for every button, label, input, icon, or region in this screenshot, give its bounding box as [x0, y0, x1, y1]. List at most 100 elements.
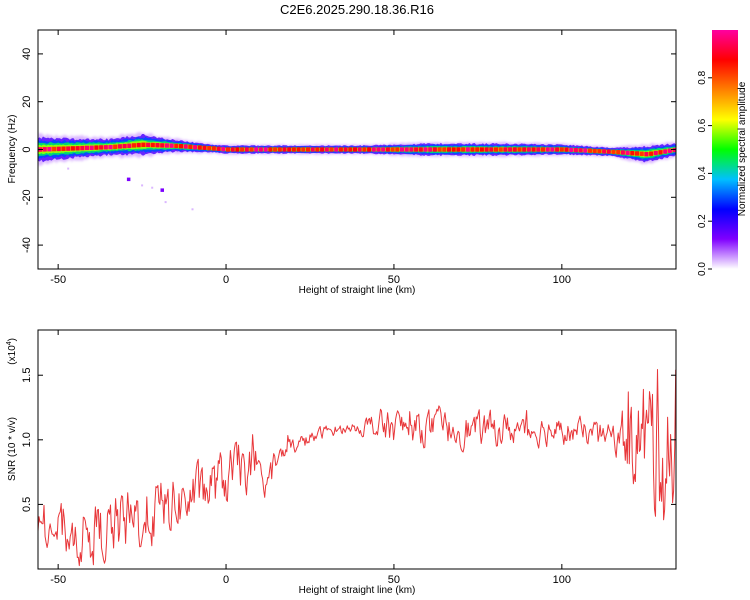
spectrogram-ridge-cell — [353, 147, 357, 152]
spectrogram-ridge-cell — [164, 143, 169, 148]
spectrogram-ridge-cell — [146, 142, 151, 148]
spectrogram-ridge-cell — [197, 145, 202, 150]
spectrogram-ridge-cell — [635, 151, 639, 156]
spectrogram-x-tick-label: 50 — [388, 274, 400, 286]
spectrogram-outlier-point — [160, 188, 164, 192]
spectrogram-ridge-cell — [639, 151, 644, 156]
spectrogram-ridge-cell — [494, 147, 498, 152]
snr-series-line — [38, 369, 676, 567]
spectrogram-ridge-cell — [85, 145, 89, 151]
spectrogram-ridge-cell — [240, 147, 245, 152]
spectrogram-ridge-cell — [160, 143, 165, 148]
spectrogram-y-tick-label: 20 — [21, 96, 33, 108]
spectrogram-ridge-cell — [306, 147, 310, 152]
snr-x-tick-label: 100 — [553, 574, 571, 586]
spectrogram-ridge-cell — [625, 150, 630, 155]
spectrogram-ridge-cell — [409, 147, 414, 152]
spectrogram-ridge-cell — [522, 147, 527, 152]
spectrogram-ridge-cell — [573, 147, 578, 153]
spectrogram-ridge-cell — [183, 144, 188, 149]
spectrogram-ridge-cell — [545, 147, 550, 152]
spectrogram-ridge-cell — [376, 147, 381, 152]
spectrogram-ridge-cell — [310, 147, 315, 152]
spectrogram-ridge-cell — [324, 147, 329, 152]
spectrogram-ridge-cell — [80, 145, 85, 151]
spectrogram-y-tick-label: 0 — [21, 146, 33, 152]
spectrogram-ridge-cell — [658, 150, 663, 155]
spectrogram-ridge-cell — [667, 148, 672, 153]
spectrogram-x-tick-label: -50 — [50, 274, 66, 286]
spectrogram-ridge-cell — [536, 147, 541, 152]
snr-x-tick-label: -50 — [50, 574, 66, 586]
spectrogram-ridge-cell — [503, 147, 508, 152]
spectrogram-ridge-cell — [357, 147, 362, 152]
spectrogram-outlier-point — [191, 208, 194, 211]
spectrogram-ridge-cell — [404, 147, 409, 152]
colorbar-label: Normalized spectral amplitude — [737, 81, 748, 216]
spectrogram-panel: -50 0 50 100 -40 -20 0 20 40 Height of straight… — [7, 29, 677, 296]
spectrogram-ridge-cell — [611, 149, 616, 155]
spectrogram-ridge-cell — [202, 145, 207, 150]
spectrogram-ridge-cell — [630, 151, 635, 156]
spectrogram-ridge-cell — [381, 147, 386, 152]
spectrogram-ridge-cell — [169, 143, 174, 148]
spectrogram-ridge-cell — [249, 147, 254, 152]
spectrogram-x-label: Height of straight line (km) — [299, 285, 416, 296]
spectrogram-ridge-cell — [465, 147, 470, 152]
spectrogram-ridge-cell — [451, 147, 456, 152]
spectrogram-outlier-point — [164, 201, 167, 204]
spectrogram-y-tick-label: -40 — [21, 237, 33, 253]
spectrogram-ridge-cell — [616, 150, 621, 155]
snr-y-tick-label: 0.5 — [21, 497, 33, 512]
snr-y-tick-label: 1.0 — [21, 432, 33, 447]
spectrogram-ridge-cell — [541, 147, 545, 152]
snr-y-axis: 0.5 1.0 1.5 — [21, 368, 676, 512]
spectrogram-ridge-cell — [277, 147, 282, 152]
spectrogram-ridge-cell — [400, 147, 404, 152]
spectrogram-ridge-cell — [484, 147, 489, 152]
spectrogram-ridge-cell — [301, 147, 306, 152]
spectrogram-ridge-cell — [338, 147, 343, 152]
spectrogram-ridge-cell — [226, 147, 230, 152]
spectrogram-ridge-cell — [66, 146, 71, 151]
spectrogram-ridge-cell — [268, 147, 273, 152]
spectrogram-ridge-cell — [70, 146, 75, 151]
spectrogram-ridge-cell — [437, 147, 442, 152]
spectrogram-ridge-cell — [188, 144, 193, 149]
spectrogram-ridge-cell — [583, 148, 588, 153]
spectrogram-ridge-cell — [193, 145, 198, 150]
spectrogram-ridge-cell — [555, 147, 560, 152]
spectrogram-ridge-cell — [517, 147, 522, 152]
spectrogram-ridge-cell — [235, 147, 240, 152]
spectrogram-ridge-cell — [99, 145, 104, 150]
spectrogram-ridge-cell — [103, 145, 108, 150]
spectrogram-ridge-cell — [47, 147, 52, 152]
spectrogram-ridge-cell — [282, 147, 287, 152]
spectrogram-ridge-cell — [649, 151, 654, 156]
spectrogram-y-tick-label: 40 — [21, 48, 33, 60]
spectrogram-ridge-cell — [230, 147, 235, 152]
spectrogram-ridge-cell — [475, 147, 480, 152]
spectrogram-ridge-cell — [371, 147, 376, 152]
spectrogram-ridge-cell — [531, 147, 536, 152]
colorbar: 0.0 0.2 0.4 0.6 0.8 Normalized spectral ampl… — [697, 30, 748, 276]
spectrogram-ridge-cell — [395, 147, 400, 152]
spectrogram-ridge-cell — [470, 147, 475, 152]
spectrogram-ridge-cell — [258, 147, 263, 152]
spectrogram-ridge-cell — [108, 144, 113, 150]
spectrogram-ridge-cell — [122, 143, 127, 149]
spectrogram-ridge-cell — [211, 146, 216, 151]
colorbar-tick-label: 0.0 — [697, 262, 708, 276]
spectrogram-x-tick-label: 0 — [223, 274, 229, 286]
spectrogram-ridge-cell — [75, 146, 80, 151]
spectrogram-ridge-cell — [559, 147, 564, 152]
colorbar-ticks: 0.0 0.2 0.4 0.6 0.8 — [697, 70, 712, 276]
spectrogram-ridge-cell — [512, 147, 517, 152]
spectrogram-x-axis: -50 0 50 100 — [50, 30, 571, 286]
spectrogram-ridge-cell — [606, 149, 611, 154]
snr-x-label: Height of straight line (km) — [299, 585, 416, 596]
snr-scale-close: ) — [7, 338, 18, 341]
spectrogram-ridge-cell — [578, 148, 583, 153]
spectrogram-ridge-cell — [132, 143, 136, 148]
